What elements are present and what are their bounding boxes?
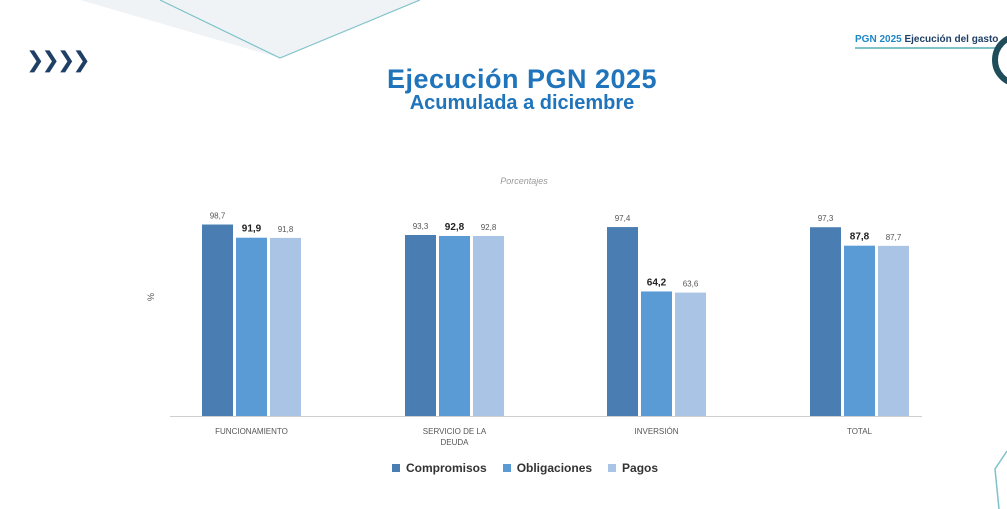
bar-pagos bbox=[675, 292, 706, 416]
page-subtitle: Acumulada a diciembre bbox=[409, 92, 635, 114]
data-label: 64,2 bbox=[647, 277, 667, 288]
category-label: TOTAL bbox=[847, 427, 873, 436]
bar-compromisos bbox=[202, 224, 233, 416]
legend-item-pagos: Pagos bbox=[608, 461, 658, 475]
bar-pagos bbox=[270, 237, 301, 416]
bar-compromisos bbox=[405, 234, 436, 416]
data-label: 97,3 bbox=[818, 214, 834, 223]
logo-ring-icon bbox=[992, 35, 1007, 85]
bar-obligaciones bbox=[641, 291, 672, 416]
bar-obligaciones bbox=[439, 235, 470, 416]
section-badge: PGN 2025 Ejecución del gasto bbox=[855, 34, 998, 49]
data-label: 91,9 bbox=[242, 224, 262, 235]
legend-label: Obligaciones bbox=[516, 461, 593, 475]
data-label: 92,8 bbox=[445, 222, 465, 233]
bar-pagos bbox=[473, 235, 504, 416]
category-label: DEUDA bbox=[440, 438, 469, 447]
legend-label: Pagos bbox=[622, 461, 659, 475]
legend-item-obligaciones: Obligaciones bbox=[502, 461, 593, 475]
bar-compromisos bbox=[607, 227, 638, 416]
data-label: 87,7 bbox=[886, 233, 902, 242]
category-label: INVERSIÓN bbox=[634, 427, 678, 436]
category-label: FUNCIONAMIENTO bbox=[215, 427, 288, 436]
data-label: 93,3 bbox=[413, 222, 429, 231]
data-label: 98,7 bbox=[210, 212, 226, 221]
legend-swatch bbox=[608, 464, 617, 472]
data-label: 91,8 bbox=[278, 225, 294, 234]
data-label: 87,8 bbox=[850, 232, 870, 243]
data-label: 92,8 bbox=[481, 223, 497, 232]
data-label: 63,6 bbox=[683, 280, 699, 289]
badge-text: Ejecución del gasto bbox=[901, 34, 999, 45]
bar-pagos bbox=[878, 245, 909, 416]
page-title: Ejecución PGN 2025 bbox=[386, 64, 658, 94]
decorative-header-shape bbox=[80, 0, 420, 59]
bar-compromisos bbox=[810, 227, 841, 416]
chart-legend: Compromisos Obligaciones Pagos bbox=[392, 461, 658, 475]
badge-highlight: PGN 2025 bbox=[855, 34, 902, 45]
bar-obligaciones bbox=[844, 245, 875, 416]
decorative-corner-shape bbox=[994, 450, 1007, 509]
chart-subtitle: Porcentajes bbox=[500, 176, 548, 186]
legend-swatch bbox=[392, 464, 400, 472]
legend-label: Compromisos bbox=[406, 461, 487, 475]
chevrons-icon: ❯❯❯❯ bbox=[26, 48, 91, 73]
data-label: 97,4 bbox=[615, 214, 631, 223]
legend-swatch bbox=[502, 464, 511, 472]
bar-obligaciones bbox=[236, 237, 267, 416]
category-label: SERVICIO DE LA bbox=[423, 427, 487, 436]
legend-item-compromisos: Compromisos bbox=[392, 461, 487, 475]
